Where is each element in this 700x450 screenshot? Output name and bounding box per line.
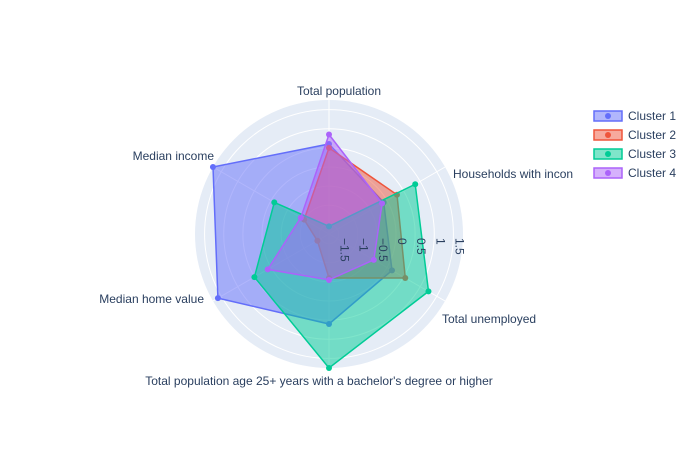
data-point [425,288,432,295]
legend-label: Cluster 1 [628,109,676,123]
legend-label: Cluster 4 [628,166,676,180]
data-point [379,200,386,207]
angular-axis-labels: Total population Households with incon Tot… [99,84,573,388]
data-point [326,365,332,371]
data-point [326,131,332,138]
radial-tick-label: −1.5 [338,238,352,262]
axis-label: Median income [133,149,215,163]
legend-label: Cluster 3 [628,147,676,161]
radar-series [209,131,432,371]
legend-item-cluster-2[interactable]: Cluster 2 [593,128,676,142]
axis-label: Total unemployed [442,312,536,326]
legend-label: Cluster 2 [628,128,676,142]
radial-tick-label: −0.5 [376,238,390,262]
legend-marker [605,170,611,176]
radial-tick-label: 0.5 [414,238,428,255]
data-point [251,274,258,281]
axis-label: Median home value [99,292,204,306]
legend-item-cluster-3[interactable]: Cluster 3 [593,147,676,161]
data-point [412,181,419,188]
legend-marker [605,113,611,119]
data-point [326,276,332,283]
legend-marker [605,151,611,157]
legend[interactable]: Cluster 1 Cluster 2 Cluster 3 Cluster 4 [593,109,676,180]
legend-marker [605,132,611,138]
series-cluster-4 [264,131,386,283]
radial-tick-label: −1 [357,238,371,252]
data-point [214,295,221,302]
data-point [271,199,278,206]
legend-item-cluster-4[interactable]: Cluster 4 [593,166,676,180]
data-point [264,266,271,273]
radial-tick-label: 1.5 [452,238,466,255]
axis-label: Households with incon [453,167,573,181]
axis-label: Total population [297,84,381,98]
data-point [297,214,304,221]
radial-tick-label: 0 [395,238,409,245]
radial-tick-label: 1 [433,238,447,245]
legend-item-cluster-1[interactable]: Cluster 1 [593,109,676,123]
data-point [209,164,216,170]
axis-label: Total population age 25+ years with a ba… [145,374,493,388]
data-point [370,256,377,263]
radial-ticks: −1.5 −1 −0.5 0 0.5 1 1.5 [338,238,467,262]
